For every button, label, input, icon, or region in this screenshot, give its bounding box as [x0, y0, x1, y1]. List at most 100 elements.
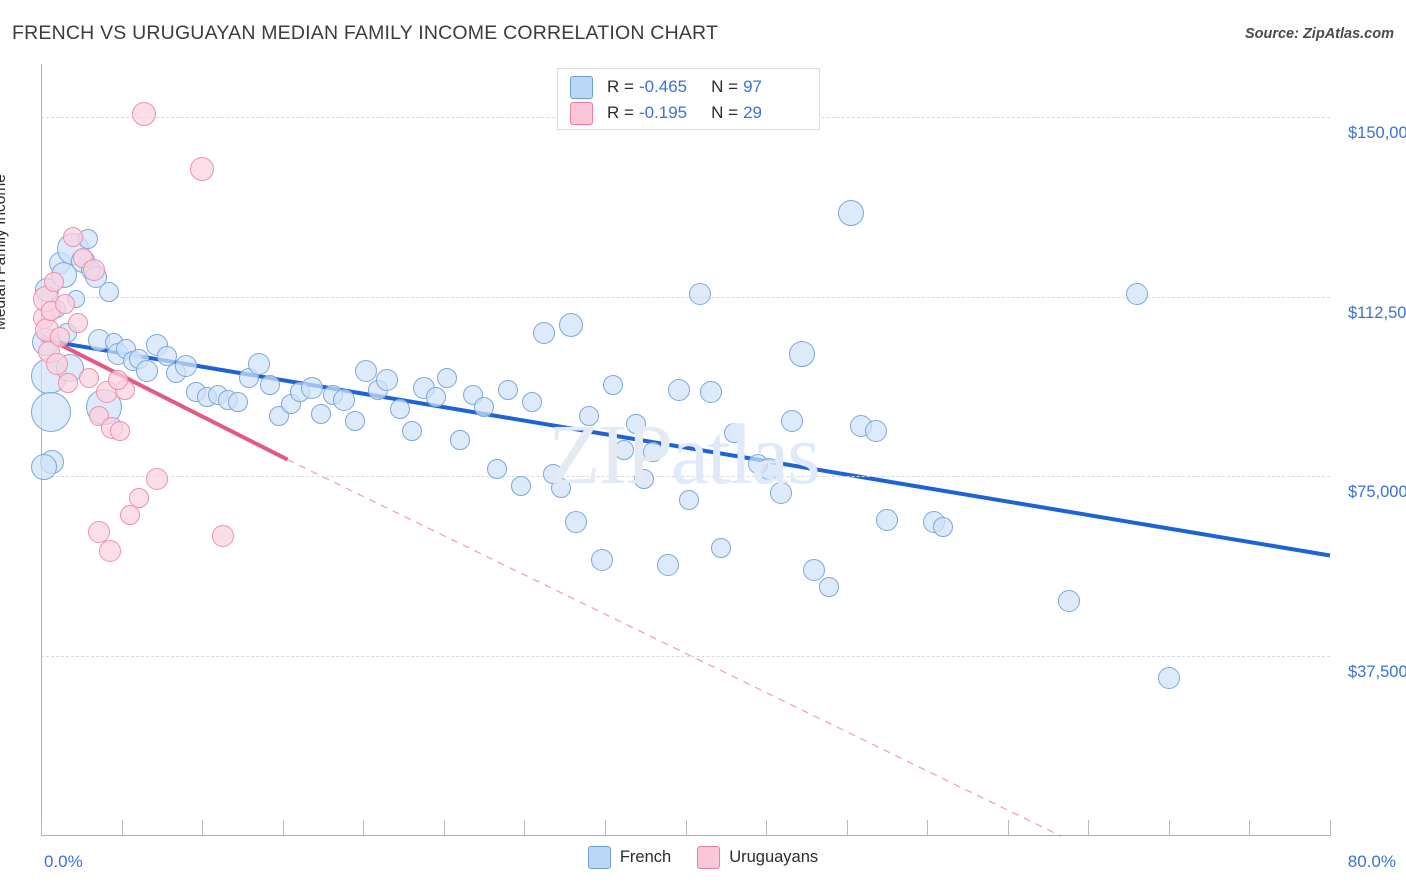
uruguayans-data-point[interactable]	[212, 525, 235, 548]
gridline	[41, 656, 1330, 658]
french-data-point[interactable]	[710, 538, 731, 559]
gridline	[41, 476, 1330, 478]
french-data-point[interactable]	[590, 549, 613, 572]
french-data-point[interactable]	[614, 440, 635, 460]
french-data-point[interactable]	[156, 346, 177, 367]
french-data-point[interactable]	[633, 468, 654, 489]
french-data-point[interactable]	[578, 406, 599, 427]
french-data-point[interactable]	[437, 368, 458, 389]
x-axis-tick	[443, 820, 445, 836]
french-data-point[interactable]	[486, 459, 507, 480]
source-attribution: Source: ZipAtlas.com	[1244, 26, 1394, 42]
legend-label-french: French	[619, 848, 672, 866]
french-data-point[interactable]	[838, 199, 865, 226]
uruguayans-data-point[interactable]	[99, 539, 122, 562]
french-data-point[interactable]	[625, 413, 646, 434]
french-trendline	[40, 337, 1331, 558]
french-data-point[interactable]	[345, 411, 366, 432]
french-data-point[interactable]	[723, 423, 744, 444]
french-data-point[interactable]	[498, 380, 519, 401]
x-axis-tick	[202, 820, 204, 836]
uruguayans-data-point[interactable]	[129, 487, 150, 508]
french-data-point[interactable]	[247, 352, 270, 375]
french-data-point[interactable]	[933, 516, 954, 537]
french-data-point[interactable]	[390, 399, 411, 420]
statistics-legend-box: R = -0.465 N = 97 R = -0.195 N = 29	[557, 68, 820, 130]
french-data-point[interactable]	[700, 381, 723, 404]
french-data-point[interactable]	[564, 510, 587, 533]
uruguayans-data-point[interactable]	[55, 293, 76, 314]
french-data-point[interactable]	[311, 404, 332, 425]
french-data-point[interactable]	[788, 341, 815, 368]
uruguayans-color-swatch	[570, 101, 593, 125]
french-data-point[interactable]	[818, 576, 839, 597]
french-data-point[interactable]	[875, 508, 898, 531]
x-axis-tick	[846, 820, 848, 836]
uruguayans-data-point[interactable]	[46, 352, 69, 375]
uruguayans-data-point[interactable]	[79, 368, 100, 389]
french-data-point[interactable]	[259, 375, 280, 396]
french-data-point[interactable]	[758, 458, 781, 481]
x-axis-tick	[282, 820, 284, 836]
french-data-point[interactable]	[175, 355, 197, 378]
french-data-point[interactable]	[300, 376, 323, 399]
uruguayans-data-point[interactable]	[146, 467, 168, 490]
french-data-point[interactable]	[30, 391, 71, 432]
uruguayans-data-point[interactable]	[109, 420, 130, 441]
french-data-point[interactable]	[559, 313, 584, 338]
uruguayans-n-label: N =	[711, 103, 739, 122]
french-data-point[interactable]	[1057, 590, 1080, 613]
french-data-point[interactable]	[803, 558, 826, 581]
french-data-point[interactable]	[425, 387, 446, 408]
french-data-point[interactable]	[98, 281, 119, 302]
french-data-point[interactable]	[449, 430, 470, 451]
french-data-point[interactable]	[602, 375, 623, 396]
uruguayans-data-point[interactable]	[83, 259, 106, 282]
french-data-point[interactable]	[1157, 666, 1180, 689]
french-data-point[interactable]	[668, 379, 691, 402]
chart-graphics	[40, 333, 1331, 837]
french-data-point[interactable]	[656, 554, 679, 577]
french-data-point[interactable]	[522, 392, 543, 413]
french-data-point[interactable]	[532, 321, 555, 344]
french-data-point[interactable]	[864, 419, 887, 442]
french-data-point[interactable]	[31, 453, 58, 480]
legend-item-uruguayans[interactable]: Uruguayans	[697, 846, 818, 869]
french-data-point[interactable]	[136, 359, 159, 382]
french-data-point[interactable]	[780, 410, 803, 433]
uruguayans-trendline	[40, 333, 289, 462]
french-data-point[interactable]	[227, 392, 248, 413]
x-axis-tick	[1330, 820, 1331, 836]
french-data-point[interactable]	[401, 420, 422, 441]
y-axis-tick-label: $37,500	[1348, 663, 1406, 682]
uruguayans-n-value: 29	[743, 103, 762, 122]
uruguayans-data-point[interactable]	[132, 102, 157, 127]
uruguayans-data-point[interactable]	[58, 372, 79, 393]
uruguayans-data-point[interactable]	[190, 157, 215, 182]
uruguayans-data-point[interactable]	[43, 272, 64, 293]
french-data-point[interactable]	[474, 396, 495, 417]
french-data-point[interactable]	[769, 482, 792, 505]
uruguayans-trendline-extrapolated	[287, 459, 1062, 837]
french-data-point[interactable]	[643, 442, 664, 463]
uruguayans-data-point[interactable]	[108, 370, 129, 391]
uruguayans-data-point[interactable]	[88, 520, 110, 543]
page-title: FRENCH VS URUGUAYAN MEDIAN FAMILY INCOME…	[12, 22, 719, 44]
french-data-point[interactable]	[376, 369, 399, 392]
legend-item-french[interactable]: French	[587, 846, 672, 869]
french-data-point[interactable]	[689, 283, 711, 306]
french-data-point[interactable]	[678, 490, 699, 511]
uruguayans-data-point[interactable]	[119, 504, 140, 525]
french-data-point[interactable]	[551, 478, 572, 499]
french-data-point[interactable]	[332, 388, 355, 411]
french-data-point[interactable]	[355, 359, 378, 382]
x-axis-max-label: 80.0%	[1347, 852, 1396, 871]
french-data-point[interactable]	[1125, 283, 1148, 306]
uruguayans-data-point[interactable]	[63, 226, 84, 247]
uruguayans-data-point[interactable]	[50, 327, 71, 348]
french-data-point[interactable]	[511, 475, 532, 496]
x-axis-tick	[41, 820, 42, 836]
uruguayans-data-point[interactable]	[68, 312, 89, 333]
x-axis-tick	[1088, 820, 1090, 836]
